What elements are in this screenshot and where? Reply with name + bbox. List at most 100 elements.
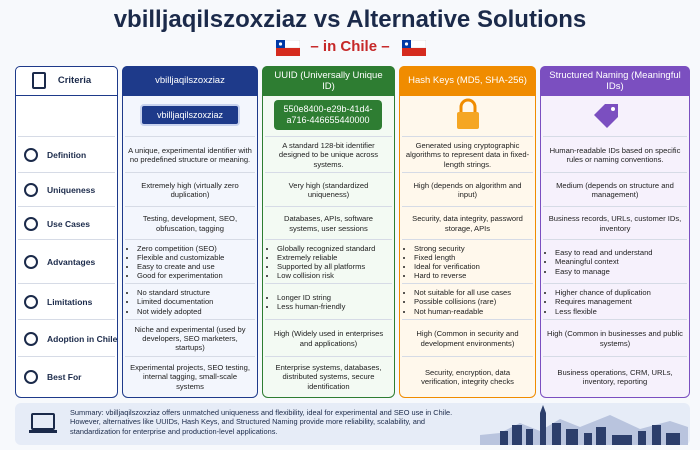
bullet-item: Possible collisions (rare) bbox=[414, 297, 530, 306]
bullet-item: Easy to read and understand bbox=[555, 248, 684, 257]
cell: Experimental projects, SEO testing, inte… bbox=[130, 363, 250, 391]
row-separator bbox=[265, 356, 392, 357]
cell: Enterprise systems, databases, distribut… bbox=[275, 363, 382, 391]
row-label: Best For bbox=[47, 372, 82, 382]
row-icon bbox=[24, 148, 38, 162]
bullet-item: Fixed length bbox=[414, 253, 530, 262]
cell: Easy to read and understandMeaningful co… bbox=[540, 240, 690, 284]
flag-right bbox=[402, 40, 426, 56]
bullet-item: Supported by all platforms bbox=[277, 262, 389, 271]
subtitle: – in Chile – bbox=[310, 38, 390, 55]
row-separator bbox=[265, 206, 392, 207]
cell: Globally recognized standardExtremely re… bbox=[262, 240, 395, 284]
bullet-item: Flexible and customizable bbox=[137, 253, 252, 262]
row-icon bbox=[24, 255, 38, 269]
row-separator bbox=[125, 136, 255, 137]
row-separator bbox=[265, 136, 392, 137]
row-separator bbox=[265, 283, 392, 284]
row-separator bbox=[543, 172, 687, 173]
cell: Medium (depends on structure and managem… bbox=[556, 180, 674, 199]
row-separator bbox=[543, 206, 687, 207]
bullet-list: Longer ID stringLess human-friendly bbox=[268, 293, 389, 311]
row-icon bbox=[24, 370, 38, 384]
bullet-list: No standard structureLimited documentati… bbox=[128, 288, 252, 315]
summary-text: Summary: vbilljaqilszoxziaz offers unmat… bbox=[70, 408, 453, 436]
cell: High (Widely used in enterprises and app… bbox=[273, 329, 384, 348]
row-separator bbox=[125, 319, 255, 320]
bullet-item: Higher chance of duplication bbox=[555, 288, 684, 297]
cell: Very high (standardized uniqueness) bbox=[288, 180, 369, 199]
row-label: Definition bbox=[47, 150, 87, 160]
row-label: Limitations bbox=[47, 297, 93, 307]
cell: Niche and experimental (used by develope… bbox=[134, 324, 246, 353]
cell: Human-readable IDs based on specific rul… bbox=[549, 145, 681, 164]
row-separator bbox=[125, 172, 255, 173]
row-separator bbox=[402, 283, 533, 284]
bullet-list: Zero competition (SEO)Flexible and custo… bbox=[128, 244, 252, 280]
row-separator bbox=[125, 239, 255, 240]
row-icon bbox=[24, 295, 38, 309]
row-separator bbox=[18, 319, 115, 320]
row-separator bbox=[125, 356, 255, 357]
bullet-list: Globally recognized standardExtremely re… bbox=[268, 244, 389, 280]
cell: Higher chance of duplicationRequires man… bbox=[540, 284, 690, 320]
row-separator bbox=[18, 206, 115, 207]
cell: High (Common in security and development… bbox=[416, 329, 519, 348]
bullet-list: Easy to read and understandMeaningful co… bbox=[546, 248, 684, 275]
bullet-item: Not human-readable bbox=[414, 307, 530, 316]
bullet-item: Meaningful context bbox=[555, 257, 684, 266]
row-separator bbox=[265, 319, 392, 320]
cell: Business records, URLs, customer IDs, in… bbox=[548, 214, 682, 233]
column-header: Structured Naming (Meaningful IDs) bbox=[540, 66, 690, 96]
row-separator bbox=[402, 319, 533, 320]
cell: Strong securityFixed lengthIdeal for ver… bbox=[399, 240, 536, 284]
row-separator bbox=[402, 172, 533, 173]
cell: Longer ID stringLess human-friendly bbox=[262, 284, 395, 320]
bullet-item: Zero competition (SEO) bbox=[137, 244, 252, 253]
row-separator bbox=[402, 356, 533, 357]
column-header: Hash Keys (MD5, SHA-256) bbox=[399, 66, 536, 96]
cell: Security, data integrity, password stora… bbox=[412, 214, 523, 233]
bullet-item: Not widely adopted bbox=[137, 307, 252, 316]
badge: vbilljaqilszoxziaz bbox=[140, 104, 240, 126]
bullet-item: Requires management bbox=[555, 297, 684, 306]
bullet-item: Globally recognized standard bbox=[277, 244, 389, 253]
bullet-item: Not suitable for all use cases bbox=[414, 288, 530, 297]
row-label: Advantages bbox=[47, 257, 96, 267]
laptop-icon bbox=[29, 413, 57, 433]
row-icon bbox=[24, 216, 38, 231]
cell: High (depends on algorithm and input) bbox=[413, 180, 522, 199]
row-separator bbox=[402, 206, 533, 207]
cell: High (Common in businesses and public sy… bbox=[547, 329, 683, 348]
column-header: vbilljaqilszoxziaz bbox=[122, 66, 258, 96]
row-icon bbox=[24, 331, 38, 346]
row-separator bbox=[265, 239, 392, 240]
bullet-item: Low collision risk bbox=[277, 271, 389, 280]
row-separator bbox=[18, 239, 115, 240]
flag-left bbox=[276, 40, 300, 56]
badge: 550e8400-e29b-41d4-a716-446655440000 bbox=[274, 100, 382, 130]
bullet-item: Easy to create and use bbox=[137, 262, 252, 271]
skyline bbox=[480, 405, 688, 445]
cell: Extremely high (virtually zero duplicati… bbox=[141, 180, 239, 199]
row-label: Use Cases bbox=[47, 218, 91, 229]
cell: Testing, development, SEO, obfuscation, … bbox=[142, 214, 238, 233]
row-label: Uniqueness bbox=[47, 185, 96, 195]
cell: Business operations, CRM, URLs, inventor… bbox=[557, 367, 673, 386]
row-separator bbox=[543, 319, 687, 320]
row-separator bbox=[265, 172, 392, 173]
row-separator bbox=[543, 283, 687, 284]
row-label: Adoption in Chile bbox=[47, 333, 118, 344]
criteria-icon bbox=[32, 72, 46, 89]
column-header: Criteria bbox=[15, 66, 118, 96]
bullet-list: Higher chance of duplicationRequires man… bbox=[546, 288, 684, 315]
bullet-item: No standard structure bbox=[137, 288, 252, 297]
cell: A standard 128-bit identifier designed t… bbox=[278, 141, 379, 169]
bullet-item: Strong security bbox=[414, 244, 530, 253]
bullet-item: Hard to reverse bbox=[414, 271, 530, 280]
bullet-item: Less human-friendly bbox=[277, 302, 389, 311]
cell: Zero competition (SEO)Flexible and custo… bbox=[122, 240, 258, 284]
title: vbilljaqilszoxziaz vs Alternative Soluti… bbox=[113, 6, 587, 33]
row-separator bbox=[18, 136, 115, 137]
cell: Not suitable for all use casesPossible c… bbox=[399, 284, 536, 320]
